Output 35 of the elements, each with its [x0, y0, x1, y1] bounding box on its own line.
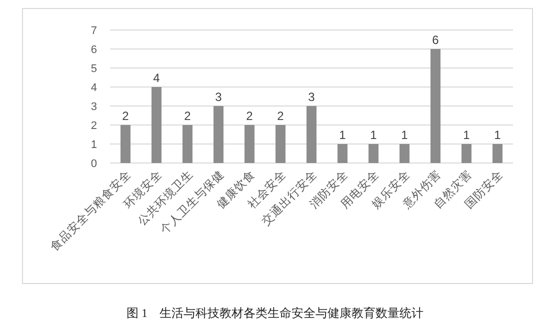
data-label: 3: [308, 90, 316, 104]
bar: [338, 144, 348, 163]
y-tick-label: 1: [90, 139, 97, 151]
data-label: 1: [370, 128, 378, 142]
data-label: 1: [463, 128, 470, 142]
bar: [462, 144, 472, 163]
bar: [306, 106, 316, 163]
y-tick-label: 4: [90, 82, 97, 94]
bar: [368, 144, 378, 163]
data-label: 2: [246, 109, 254, 123]
data-label: 2: [184, 109, 192, 123]
data-label: 1: [401, 128, 408, 142]
data-label: 3: [215, 90, 222, 104]
data-label: 2: [277, 109, 284, 123]
text: 图 1 生活与科技教材各类生命安全与健康教育数量统计: [126, 306, 424, 320]
data-label: 6: [432, 33, 440, 47]
bar: [214, 106, 224, 163]
y-tick-label: 6: [90, 44, 97, 56]
bar: [152, 87, 162, 163]
y-tick-label: 2: [90, 120, 97, 132]
data-label: 1: [494, 128, 502, 142]
bar: [182, 125, 192, 163]
bar: [430, 49, 440, 163]
data-label: 2: [122, 109, 130, 123]
y-tick-label: 5: [90, 63, 97, 75]
y-tick-label: 0: [90, 158, 97, 170]
data-label: 4: [153, 71, 160, 85]
bar: [120, 125, 130, 163]
y-tick-label: 3: [90, 101, 97, 113]
bar: [276, 125, 286, 163]
y-tick-label: 7: [90, 25, 97, 37]
data-label: 1: [339, 128, 346, 142]
bar: [400, 144, 410, 163]
bar: [492, 144, 502, 163]
bar: [244, 125, 254, 163]
